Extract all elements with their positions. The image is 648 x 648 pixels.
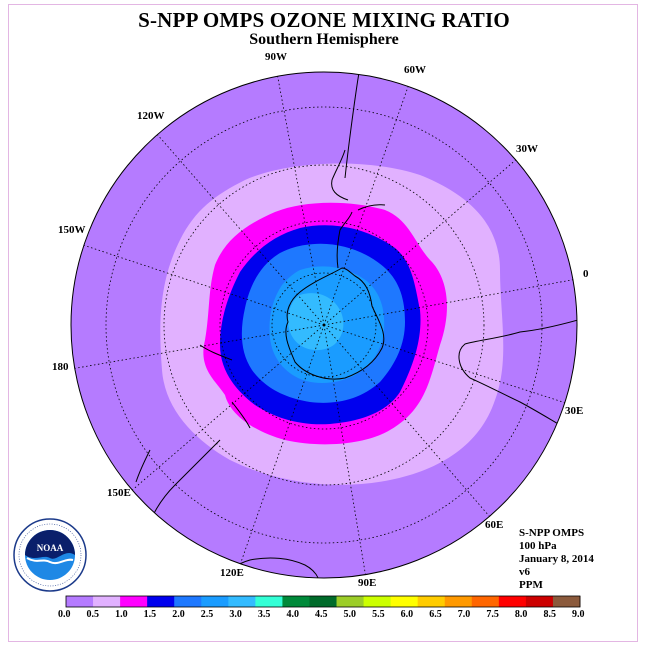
colorbar-tick-label: 7.0 [457, 609, 471, 620]
colorbar-swatch [471, 596, 500, 607]
colorbar-tick-label: 7.5 [486, 609, 499, 620]
lon-label-60e: 60E [485, 519, 504, 531]
colorbar-tick-label: 1.5 [143, 609, 157, 620]
colorbar-swatch [201, 596, 229, 607]
figure-frame [8, 4, 638, 642]
colorbar-swatch [498, 596, 527, 607]
colorbar-tick-label: 6.5 [429, 609, 442, 620]
noaa-logo-text: NOAA [37, 543, 64, 553]
lon-label-150e: 150E [107, 487, 131, 499]
colorbar-swatch [93, 596, 121, 607]
colorbar-swatch [336, 596, 365, 607]
colorbar-tick-label: 6.0 [400, 609, 414, 620]
contour-light-blue-core [288, 293, 344, 351]
colorbar-tick-label: 3.0 [229, 609, 242, 620]
colorbar-tick-label: 8.0 [514, 609, 528, 620]
colorbar-swatch [282, 596, 310, 607]
lon-label-30w: 30W [516, 143, 538, 155]
lon-label-90w: 90W [265, 51, 287, 63]
info-block: S-NPP OMPS 100 hPa January 8, 2014 v6 PP… [519, 527, 594, 592]
colorbar-swatch [390, 596, 419, 607]
colorbar-swatch [174, 596, 202, 607]
colorbar-swatch [255, 596, 283, 607]
colorbar-border [65, 595, 581, 608]
noaa-logo: NOAA [13, 518, 87, 592]
colorbar-tick-label: 3.5 [257, 609, 271, 620]
colorbar-swatch [417, 596, 446, 607]
colorbar-tick-label: 5.0 [343, 609, 357, 620]
colorbar-tick-label: 2.0 [172, 609, 185, 620]
colorbar-swatch [147, 596, 175, 607]
info-product: S-NPP OMPS [519, 527, 585, 539]
lon-label-150w: 150W [58, 224, 86, 236]
lon-label-120w: 120W [137, 110, 165, 122]
colorbar-swatch [228, 596, 256, 607]
colorbar-tick-label: 4.0 [286, 609, 299, 620]
colorbar-tick-label: 0.0 [58, 609, 71, 620]
colorbar-tick-label: 2.5 [200, 609, 214, 620]
lon-label-120e: 120E [220, 567, 244, 579]
lon-label-180: 180 [52, 361, 69, 373]
lon-label-90e: 90E [358, 577, 377, 589]
info-units: PPM [519, 579, 543, 591]
colorbar-swatch [309, 596, 338, 607]
colorbar-swatch [363, 596, 392, 607]
colorbar-tick-label: 1.0 [115, 609, 128, 620]
colorbar-tick-label: 4.5 [315, 609, 328, 620]
lon-label-0: 0 [583, 268, 589, 280]
colorbar-tick-label: 0.5 [86, 609, 100, 620]
info-date: January 8, 2014 [519, 553, 594, 565]
colorbar-tick-label: 5.5 [372, 609, 385, 620]
colorbar-swatch [66, 596, 94, 607]
colorbar-swatch [444, 596, 473, 607]
lon-label-30e: 30E [565, 405, 584, 417]
colorbar [65, 595, 581, 608]
map-border [70, 71, 578, 579]
map-title: S-NPP OMPS OZONE MIXING RATIO [138, 8, 510, 32]
info-level: 100 hPa [519, 540, 557, 552]
colorbar-tick-label: 9.0 [572, 609, 585, 620]
lon-label-60w: 60W [404, 64, 426, 76]
colorbar-tick-label: 8.5 [543, 609, 556, 620]
graticule [71, 72, 577, 578]
map-subtitle: Southern Hemisphere [249, 31, 399, 48]
info-version: v6 [519, 566, 530, 578]
colorbar-swatch [120, 596, 148, 607]
colorbar-swatch [552, 596, 581, 607]
colorbar-swatch [525, 596, 554, 607]
